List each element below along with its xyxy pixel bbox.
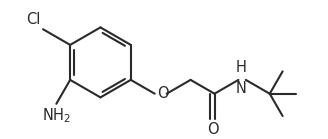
Text: Cl: Cl: [26, 12, 40, 27]
Text: N: N: [236, 81, 247, 96]
Text: NH$_2$: NH$_2$: [42, 107, 71, 125]
Text: H: H: [236, 60, 247, 75]
Text: O: O: [207, 122, 218, 137]
Text: O: O: [157, 86, 169, 101]
